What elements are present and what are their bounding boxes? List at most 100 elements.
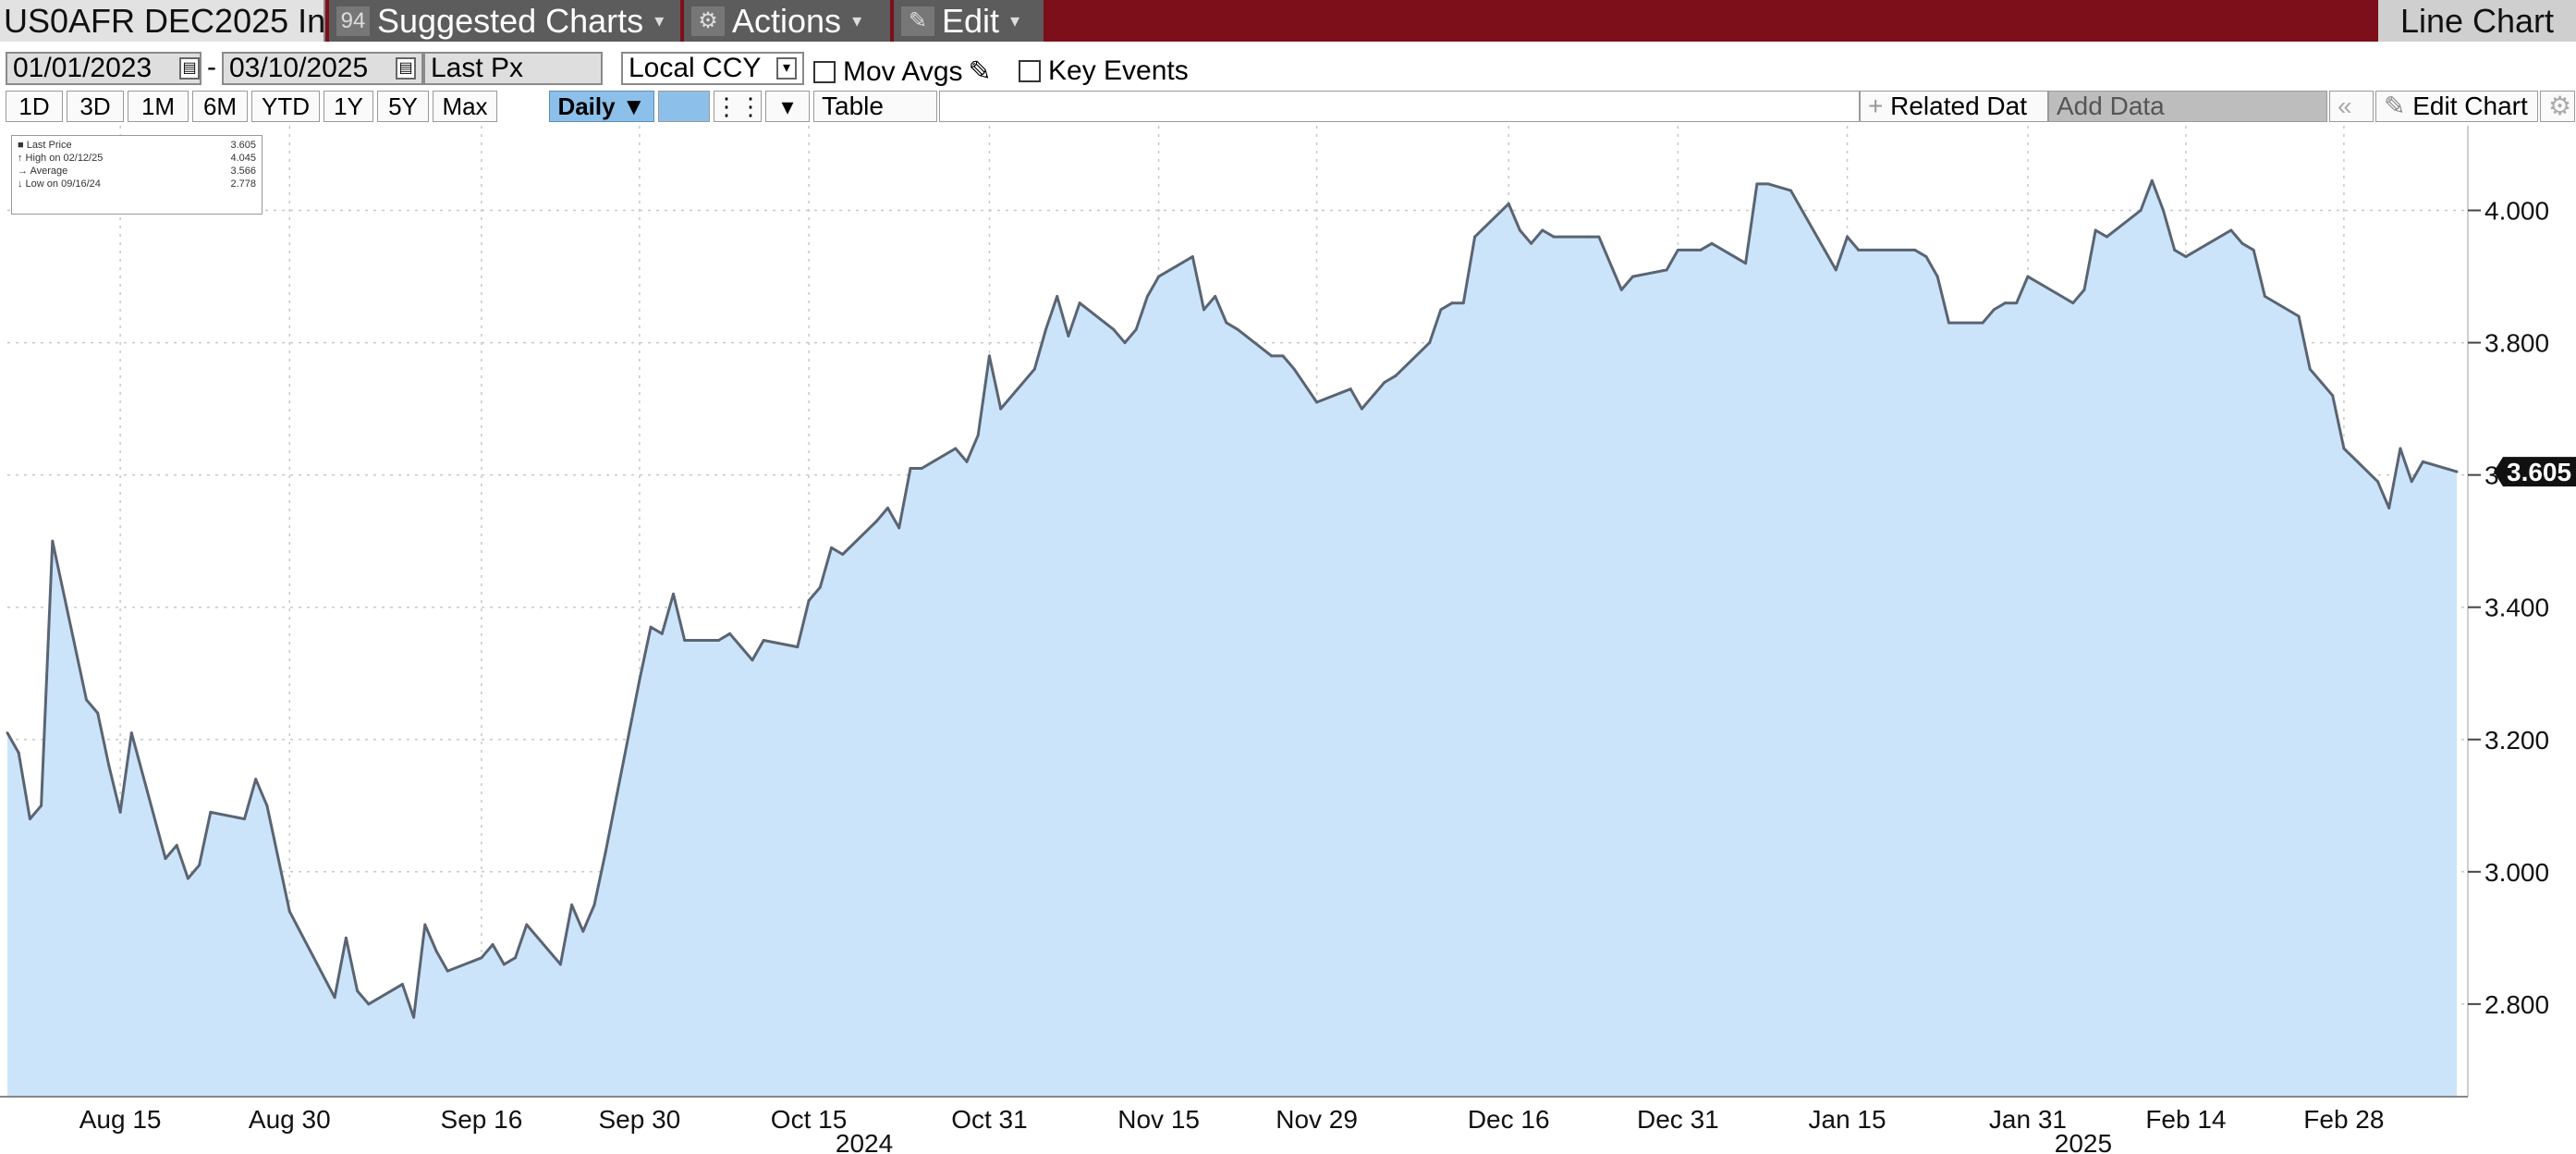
- data-point: [1349, 387, 1352, 391]
- data-point: [1789, 189, 1792, 192]
- date-field-row: 01/01/2023 ▤ - 03/10/2025 ▤ Last Px Loca…: [0, 48, 2576, 89]
- data-point: [198, 864, 201, 867]
- data-point: [660, 632, 664, 635]
- end-date-input[interactable]: 03/10/2025: [222, 52, 423, 85]
- dropdown-arrow-icon[interactable]: ▾: [776, 57, 797, 80]
- key-events-label: Key Events: [1048, 55, 1189, 86]
- data-point: [2410, 480, 2413, 484]
- legend-row: ↑ High on 02/12/25 4.045: [18, 152, 256, 165]
- data-point: [2229, 228, 2233, 232]
- calendar-icon[interactable]: ▤: [179, 57, 200, 80]
- data-point: [1823, 248, 1826, 252]
- data-point: [1947, 321, 1950, 325]
- data-point: [2319, 381, 2323, 384]
- range-button-3d[interactable]: 3D: [67, 91, 124, 122]
- data-point: [1541, 228, 1544, 232]
- frequency-text: Daily: [557, 92, 616, 120]
- data-point: [164, 857, 167, 860]
- mov-avgs-toggle[interactable]: Mov Avgs ✎: [813, 55, 992, 88]
- range-button-max[interactable]: Max: [433, 91, 497, 122]
- currency-select[interactable]: Local CCY: [621, 52, 804, 85]
- series-area: [7, 180, 2457, 1098]
- data-point: [2161, 209, 2165, 213]
- y-tick-label: 3.200: [2484, 726, 2549, 755]
- data-point: [1044, 327, 1048, 331]
- data-point: [649, 625, 653, 629]
- data-point: [1981, 321, 1984, 325]
- calendar-icon[interactable]: ▤: [396, 57, 416, 80]
- x-tick-label: Dec 31: [1637, 1105, 1719, 1134]
- data-point: [40, 804, 43, 807]
- checkbox-icon: [813, 60, 836, 83]
- data-point: [1214, 295, 1217, 299]
- line-color-button[interactable]: [658, 91, 710, 122]
- data-point: [1755, 182, 1759, 186]
- x-tick-label: Nov 15: [1117, 1105, 1200, 1134]
- data-point: [118, 810, 122, 814]
- data-point: [242, 817, 246, 821]
- data-point: [604, 850, 607, 853]
- actions-button[interactable]: ⚙ Actions ▾: [684, 0, 890, 42]
- data-point: [751, 658, 754, 662]
- table-label: Table: [822, 92, 884, 120]
- range-button-1y[interactable]: 1Y: [324, 91, 373, 122]
- edit-label: Edit: [942, 1, 1000, 40]
- data-point: [1067, 334, 1070, 338]
- related-data-button[interactable]: + Related Dat: [1860, 91, 2048, 122]
- range-button-1m[interactable]: 1M: [128, 91, 189, 122]
- more-dropdown-icon[interactable]: ▾: [765, 91, 810, 122]
- key-events-toggle[interactable]: Key Events: [1019, 55, 1189, 87]
- data-point: [265, 804, 269, 807]
- data-point: [909, 466, 912, 470]
- edit-chart-button[interactable]: ✎ Edit Chart: [2375, 91, 2538, 122]
- data-point: [1699, 248, 1703, 252]
- range-button-5y[interactable]: 5Y: [377, 91, 429, 122]
- data-point: [1439, 308, 1443, 312]
- add-data-input[interactable]: Add Data: [2048, 91, 2327, 122]
- data-point: [2060, 295, 2064, 299]
- chart-type-label[interactable]: Line Chart: [2378, 0, 2576, 42]
- data-point: [107, 764, 111, 767]
- data-point: [716, 638, 720, 642]
- start-date-input[interactable]: 01/01/2023: [6, 52, 201, 85]
- data-point: [1507, 202, 1510, 205]
- data-point: [2150, 178, 2154, 182]
- collapse-icon[interactable]: «: [2329, 91, 2374, 122]
- data-point: [920, 466, 923, 470]
- data-point: [965, 460, 969, 463]
- chevron-down-icon: ▾: [654, 11, 665, 31]
- data-point: [412, 1015, 416, 1019]
- settings-gear-icon[interactable]: ⚙: [2540, 91, 2575, 122]
- frequency-select[interactable]: Daily ▼: [549, 91, 654, 122]
- date-separator: -: [207, 52, 216, 82]
- data-point: [1270, 354, 1274, 358]
- grid-toggle-icon[interactable]: ⋮⋮: [714, 91, 763, 122]
- suggested-charts-label: Suggested Charts: [377, 1, 644, 40]
- x-tick-label: Aug 30: [249, 1105, 331, 1134]
- data-point: [1372, 394, 1375, 398]
- data-point: [423, 923, 427, 927]
- suggested-charts-button[interactable]: 94 Suggested Charts ▾: [329, 0, 680, 42]
- data-point: [1032, 367, 1036, 371]
- range-button-1d[interactable]: 1D: [6, 91, 63, 122]
- x-tick-label: Feb 14: [2145, 1105, 2226, 1134]
- data-point: [1518, 228, 1521, 232]
- edit-button[interactable]: ✎ Edit ▾: [894, 0, 1044, 42]
- legend-value: 3.566: [230, 166, 256, 177]
- table-button[interactable]: Table: [813, 91, 937, 122]
- data-point: [1924, 255, 1928, 259]
- checkbox-icon: [1019, 60, 1041, 82]
- y-tick-label: 3.000: [2484, 858, 2549, 887]
- data-point: [570, 903, 574, 907]
- range-button-6m[interactable]: 6M: [192, 91, 248, 122]
- year-label: 2024: [836, 1129, 893, 1154]
- field-select[interactable]: Last Px: [423, 52, 603, 85]
- data-point: [480, 956, 483, 960]
- security-input[interactable]: US0AFR DEC2025 In: [0, 0, 325, 42]
- data-point: [434, 950, 438, 953]
- y-tick-label: 4.000: [2484, 197, 2549, 226]
- add-data-placeholder: Add Data: [2057, 92, 2165, 120]
- range-button-ytd[interactable]: YTD: [251, 91, 320, 122]
